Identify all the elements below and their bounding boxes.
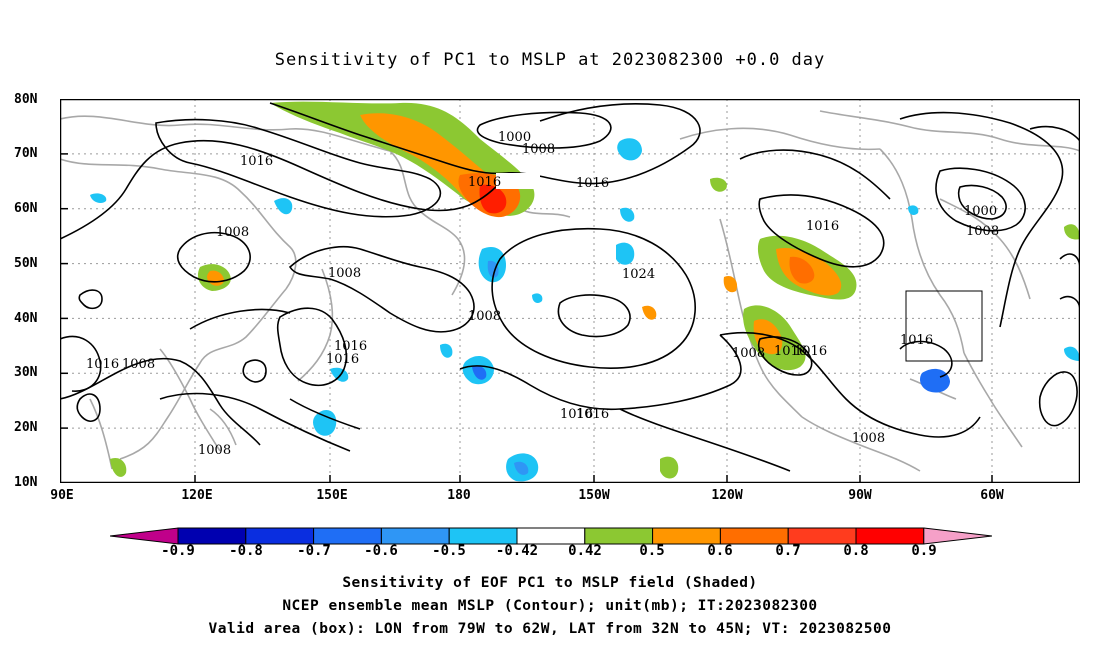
lon-label-150e: 150E xyxy=(316,488,348,503)
lon-label-60w: 60W xyxy=(980,488,1004,503)
caption-valid-area: Valid area (box): LON from 79W to 62W, L… xyxy=(208,621,892,637)
colorbar-label: -0.42 xyxy=(495,543,539,559)
lat-label-80n: 80N xyxy=(14,92,38,107)
contour-label: 1024 xyxy=(622,267,655,282)
colorbar-label: 0.8 xyxy=(843,543,869,559)
lon-label-90e: 90E xyxy=(50,488,74,503)
contour-label: 1008 xyxy=(122,357,155,372)
colorbar-segment xyxy=(719,527,789,545)
colorbar-segment xyxy=(516,527,586,545)
contour-label: 1016 xyxy=(334,339,367,354)
colorbar-label: -0.9 xyxy=(161,543,195,559)
mslp-contours xyxy=(60,102,1080,472)
gridlines xyxy=(60,99,1080,483)
contour-label: 1016 xyxy=(240,154,273,169)
contour-label: 1008 xyxy=(328,266,361,281)
caption-contour: NCEP ensemble mean MSLP (Contour); unit(… xyxy=(282,598,818,614)
lat-label-60n: 60N xyxy=(14,201,38,216)
contour-label: 1008 xyxy=(198,443,231,458)
colorbar-label: 0.5 xyxy=(639,543,665,559)
lat-label-20n: 20N xyxy=(14,420,38,435)
colorbar-segment xyxy=(448,527,518,545)
colorbar-label: 0.9 xyxy=(911,543,937,559)
colorbar-segment xyxy=(245,527,315,545)
contour-label: 1016 xyxy=(576,407,609,422)
colorbar-segment xyxy=(380,527,450,545)
colorbar-right-arrow xyxy=(923,527,992,545)
lat-label-30n: 30N xyxy=(14,365,38,380)
colorbar-segment xyxy=(787,527,857,545)
lon-label-120e: 120E xyxy=(181,488,213,503)
sensitivity-map: 1000 1008 1016 1016 1016 1008 1008 1016 … xyxy=(60,99,1080,483)
contour-label: 1016 xyxy=(774,344,807,359)
lat-label-10n: 10N xyxy=(14,475,38,490)
caption-shaded: Sensitivity of EOF PC1 to MSLP field (Sh… xyxy=(342,575,758,591)
colorbar-segment xyxy=(652,527,721,545)
lat-label-70n: 70N xyxy=(14,146,38,161)
map-title: Sensitivity of PC1 to MSLP at 2023082300… xyxy=(274,50,826,70)
contour-label: 1000 xyxy=(964,204,997,219)
colorbar-segment xyxy=(584,527,654,545)
lon-label-90w: 90W xyxy=(848,488,872,503)
contour-label: 1008 xyxy=(522,142,555,157)
colorbar-label: -0.7 xyxy=(297,543,331,559)
contour-label: 1016 xyxy=(900,333,933,348)
colorbar-segment xyxy=(855,527,925,545)
contour-label: 1016 xyxy=(326,352,359,367)
lat-label-50n: 50N xyxy=(14,256,38,271)
contour-label: 1016 xyxy=(468,175,501,190)
colorbar xyxy=(110,527,992,545)
map-frame xyxy=(60,99,1080,483)
shaded-negative-sensitivity xyxy=(90,138,1080,482)
colorbar-label: -0.6 xyxy=(364,543,398,559)
lat-label-40n: 40N xyxy=(14,311,38,326)
shaded-positive-sensitivity xyxy=(110,101,1080,479)
contour-label: 1008 xyxy=(732,346,765,361)
valid-area-box xyxy=(905,290,983,362)
map-ticks xyxy=(60,153,993,483)
lon-label-180: 180 xyxy=(447,488,471,503)
contour-label: 1008 xyxy=(468,309,501,324)
contour-label: 1008 xyxy=(852,431,885,446)
colorbar-label: -0.8 xyxy=(229,543,263,559)
colorbar-left-arrow xyxy=(110,527,179,545)
contour-label: 1000 xyxy=(498,130,531,145)
contour-label: 1008 xyxy=(216,225,249,240)
contour-label: 1016 xyxy=(576,176,609,191)
contour-label: 1016 xyxy=(86,357,119,372)
lon-label-150w: 150W xyxy=(578,488,610,503)
colorbar-label: -0.5 xyxy=(432,543,466,559)
colorbar-label: 0.42 xyxy=(568,543,602,559)
contour-label: 1008 xyxy=(966,224,999,239)
colorbar-segment xyxy=(313,527,382,545)
contour-label: 1016 xyxy=(794,344,827,359)
colorbar-label: 0.6 xyxy=(707,543,733,559)
contour-label: 1016 xyxy=(560,407,593,422)
lon-label-120w: 120W xyxy=(711,488,743,503)
colorbar-segment xyxy=(177,527,247,545)
contour-label: 1016 xyxy=(806,219,839,234)
contour-labels: 1000 1008 1016 1016 1016 1008 1008 1016 … xyxy=(86,130,999,458)
colorbar-label: 0.7 xyxy=(775,543,801,559)
